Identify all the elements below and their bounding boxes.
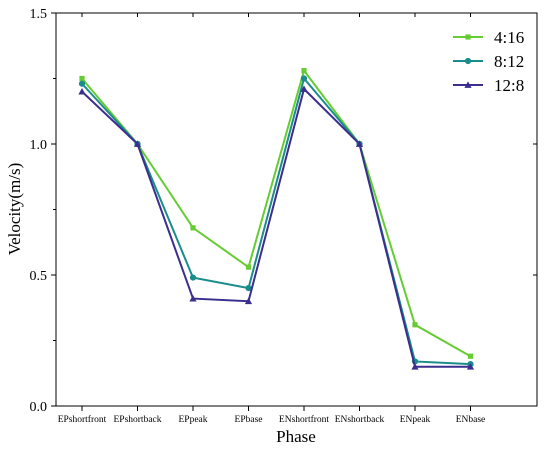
legend-label: 12:8: [494, 76, 524, 95]
data-point: [189, 294, 197, 302]
y-tick-label: 1.0: [30, 138, 48, 153]
data-point: [300, 85, 308, 92]
y-tick-label: 1.5: [30, 7, 48, 22]
y-axis-label: Velocity(m/s): [5, 163, 24, 256]
data-point: [245, 285, 252, 292]
y-axis: 0.0 0.5 1.0 1.5: [30, 7, 537, 415]
data-point: [355, 140, 364, 147]
x-axis: EPshortfront EPshortback EPpeak EPbase ENsho…: [58, 13, 486, 425]
data-point: [78, 88, 86, 95]
y-tick-label: 0.5: [30, 269, 48, 284]
data-point: [133, 140, 142, 147]
legend-label: 8:12: [494, 52, 524, 71]
data-point: [466, 363, 475, 370]
x-tick-label: ENpeak: [400, 415, 431, 425]
x-tick-label: ENbase: [456, 415, 486, 425]
data-point: [300, 75, 308, 82]
legend-marker: [464, 81, 472, 88]
y-tick-label: 0.0: [30, 400, 48, 415]
x-tick-label: EPbase: [235, 415, 263, 425]
series-layer: [78, 68, 475, 370]
data-point: [467, 353, 474, 359]
series-line: [81, 87, 471, 368]
x-tick-label: EPpeak: [178, 415, 207, 425]
plot-frame: [55, 12, 538, 407]
x-tick-label: ENshortback: [335, 415, 385, 425]
legend: 4:16 8:12 12:8: [453, 28, 524, 95]
data-point: [79, 75, 85, 82]
x-tick-label: EPshortback: [113, 415, 161, 425]
legend-marker: [465, 34, 471, 40]
data-point: [78, 80, 86, 87]
data-point: [412, 322, 418, 328]
data-point: [189, 274, 197, 281]
series-line: [81, 68, 471, 358]
series-12-8: [78, 85, 475, 370]
data-point: [190, 225, 196, 231]
data-point: [411, 363, 419, 370]
series-line: [81, 76, 471, 366]
data-point: [301, 68, 307, 74]
x-tick-label: ENshortfront: [279, 414, 329, 425]
legend-marker: [464, 57, 472, 65]
data-point: [245, 264, 252, 270]
x-tick-label: EPshortfront: [58, 414, 107, 425]
data-point: [244, 297, 253, 305]
series-4-16: [79, 68, 474, 359]
legend-label: 4:16: [494, 28, 524, 47]
x-axis-label: Phase: [276, 427, 316, 446]
